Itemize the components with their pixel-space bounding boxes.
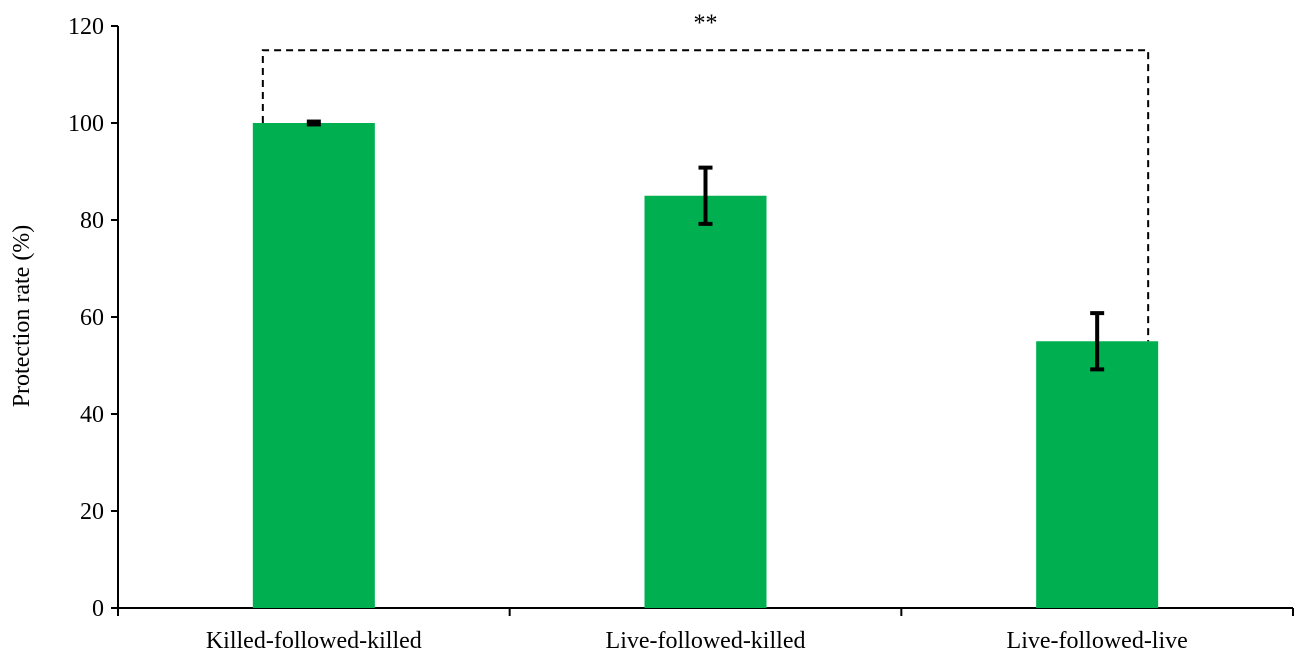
- x-tick-label: Live-followed-killed: [606, 628, 806, 654]
- x-axis: Killed-followed-killed Live-followed-kill…: [117, 607, 1294, 654]
- y-axis-label: Protection rate (%): [9, 225, 35, 408]
- error-bars: [306, 119, 1105, 372]
- y-tick-label: 120: [68, 14, 104, 40]
- y-tick-label: 100: [68, 111, 104, 137]
- y-axis: 0 20 40 60 80 100 120: [68, 14, 119, 622]
- y-tick-label: 0: [92, 596, 104, 622]
- bar: [1036, 341, 1159, 608]
- y-tick-label: 80: [80, 208, 104, 234]
- significance-annotation: **: [261, 10, 1150, 342]
- significance-bracket: [261, 49, 1150, 342]
- bar: [644, 195, 767, 608]
- y-tick-label: 60: [80, 305, 104, 331]
- y-tick-label: 20: [80, 499, 104, 525]
- x-tick-label: Live-followed-live: [1007, 628, 1188, 654]
- x-tick-label: Killed-followed-killed: [206, 628, 422, 654]
- significance-label: **: [694, 10, 718, 36]
- bars: [252, 123, 1159, 608]
- bar: [252, 123, 375, 608]
- y-tick-label: 40: [80, 402, 104, 428]
